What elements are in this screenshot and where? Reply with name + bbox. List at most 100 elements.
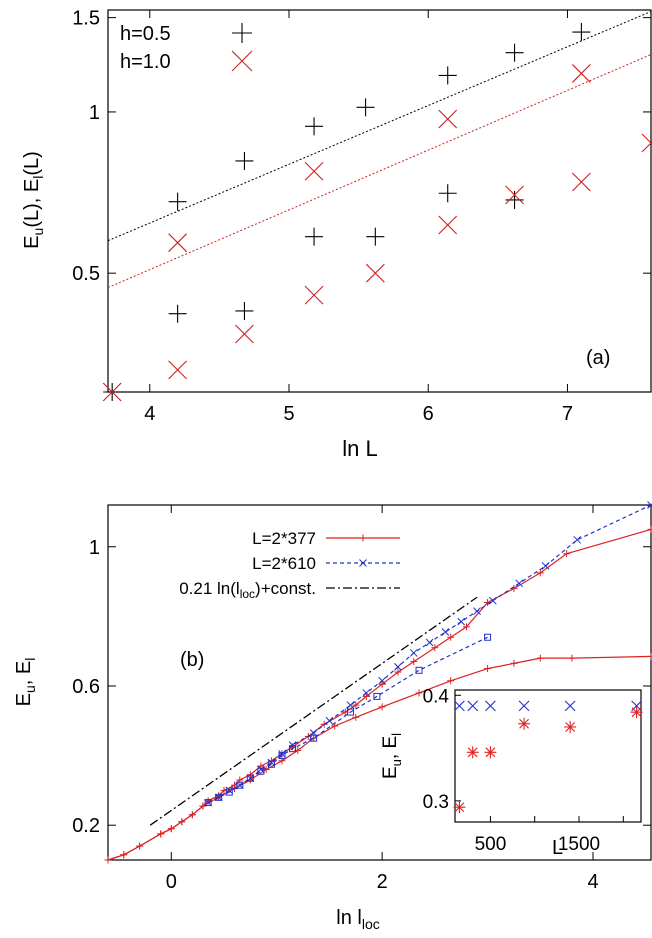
b-s1-lower-pt-12-box — [415, 666, 423, 674]
b-s1-upper-pt-6 — [267, 758, 276, 767]
b-s0-lower-pt-21 — [510, 659, 518, 667]
b-s0-lower-pt-14 — [310, 734, 318, 742]
a-s1-lower-pt-3 — [304, 285, 324, 305]
b-s1-upper-pt-1 — [214, 793, 223, 802]
panel-a-label: (a) — [586, 347, 610, 369]
b-s0-upper-pt-31 — [536, 569, 544, 577]
a-xtick-label-2: 6 — [423, 403, 434, 425]
a-legend-marker-0 — [232, 23, 252, 43]
b-s1-upper-pt-10-d2 — [325, 716, 334, 725]
xlabel-b-sub: loc — [362, 916, 380, 932]
b-ytick-label-1: 0.6 — [72, 676, 100, 698]
panel-a-points — [102, 23, 652, 402]
b-s1-lower-pt-10-box — [347, 708, 355, 716]
b-s1-lower-pt-9 — [310, 734, 318, 742]
a-s1-lower-pt-0 — [102, 382, 122, 402]
ylabel-b-part1: E — [13, 693, 35, 706]
ylabel-b-sub-u: u — [22, 685, 38, 693]
a-s0-upper-pt-3 — [356, 98, 375, 117]
a-s1-upper-pt-3 — [571, 64, 591, 83]
panel-a-ylabel: Eu(L), El(L) — [21, 151, 46, 249]
inset-ylabel: Eu, El — [380, 733, 404, 779]
inset-blue-pt-3 — [518, 700, 530, 712]
legend-b-fit: 0.21 ln(lloc)+const. — [179, 579, 316, 601]
b-s0-upper-pt-23 — [378, 680, 386, 688]
inset-ytick-label-0: 0.3 — [423, 792, 449, 813]
inset-xtick-label-1: 1500 — [558, 834, 600, 855]
b-s1-upper-pt-8-d2 — [288, 741, 297, 750]
b-s1-upper-pt-22 — [541, 562, 550, 570]
b-s1-lower-pt-4-box — [246, 774, 254, 782]
inset-red-pt-1-d2 — [467, 747, 478, 758]
panel-b-xlabel: ln lloc — [336, 907, 379, 932]
panel-b-reference-line — [149, 596, 478, 826]
b-s1-upper-pt-23 — [573, 535, 582, 544]
a-s1-lower-pt-5-d2 — [438, 215, 458, 235]
a-s1-upper-pt-2 — [438, 109, 458, 129]
a-s1-upper-pt-0 — [168, 233, 188, 253]
a-legend-marker-1 — [231, 50, 253, 72]
b-s0-lower-pt-18 — [415, 689, 423, 697]
ylabel-a-sub-u: u — [30, 228, 46, 236]
b-s1-upper-pt-0 — [204, 798, 213, 807]
inset-ylabel-sub-l: l — [389, 733, 404, 736]
b-s0-upper-pt-1 — [120, 851, 128, 859]
b-s0-upper-pt-28 — [462, 623, 470, 631]
b-s1-lower-pt-2-box — [225, 788, 233, 796]
panel-a: 4 5 6 7 0.5 1 1.5 (a) ln L Eu(L), El(L) h=0.5 … — [21, 8, 652, 461]
b-ytick-label-0: 0.2 — [72, 815, 100, 837]
b-s1-lower-pt-0-box — [204, 799, 212, 807]
inset-red-pt-2 — [484, 746, 497, 759]
b-s0-lower-pt-19 — [447, 677, 455, 685]
b-s0-upper-pt-3 — [157, 830, 165, 838]
a-s0-upper-pt-5 — [505, 43, 524, 62]
b-s0-lower-pt-20 — [484, 665, 492, 673]
b-s0-upper-pt-0 — [104, 856, 112, 864]
inset-blue-pt-2 — [485, 700, 496, 712]
b-s1-upper-pt-13 — [378, 676, 386, 685]
b-s1-upper-pt-7-d2 — [278, 749, 286, 758]
b-s1-upper-pt-18 — [457, 617, 466, 626]
inset-points — [453, 700, 643, 814]
b-s1-upper-pt-10 — [325, 716, 334, 725]
a-s1-upper-pt-1 — [304, 161, 324, 181]
a-xtick-label-0: 4 — [144, 403, 155, 425]
b-s1-upper-pt-16 — [425, 638, 434, 647]
inset-ylabel-part2: , E — [380, 736, 401, 759]
inset-red-pt-4-d2 — [565, 722, 576, 732]
inset-ylabel-part1: E — [380, 766, 401, 779]
a-s1-lower-pt-8 — [641, 133, 652, 153]
b-s1-lower-pt-10 — [347, 708, 355, 716]
panel-b-series — [104, 501, 652, 864]
a-s1-lower-pt-8-d2 — [641, 141, 652, 153]
b-s1-lower-pt-11-box — [373, 692, 381, 700]
legend-a-h05: h=0.5 — [120, 23, 171, 45]
inset-red-pt-1 — [466, 746, 479, 759]
b-s0-lower-pt-17 — [378, 703, 386, 711]
legend-b-610-sample — [326, 559, 400, 567]
b-s1-lower-pt-3 — [236, 781, 244, 789]
panel-a-ticks: 4 5 6 7 0.5 1 1.5 — [72, 8, 651, 425]
panel-a-fit-lines — [107, 11, 652, 289]
inset-red-pt-5 — [630, 706, 643, 719]
b-s1-upper-pt-20 — [488, 596, 497, 605]
b-s0-lower-pt-24 — [647, 652, 652, 660]
b-xtick-label-1: 2 — [377, 871, 388, 893]
a-s1-lower-pt-1 — [168, 360, 188, 380]
a-legend-marker-1-d2 — [231, 50, 253, 72]
b-s1-upper-pt-16-d2 — [425, 638, 434, 647]
b-s0-upper-pt-5 — [178, 818, 186, 826]
b-s1-upper-pt-15 — [409, 649, 418, 657]
panel-b-legend: L=2*377 L=2*610 0.21 ln(lloc)+const. — [179, 529, 400, 601]
b-s1-upper-pt-4-d2 — [246, 774, 255, 783]
inset-xtick-label-0: 500 — [475, 834, 507, 855]
b-s0-upper-pt-24 — [394, 668, 402, 676]
a-s0-lower-pt-4 — [366, 227, 385, 246]
b-legend-marker-1 — [359, 559, 367, 567]
b-s1-upper-pt-23-d2 — [573, 535, 582, 544]
ylabel-a-part3: (L) — [21, 151, 43, 175]
a-s0-upper-pt-0 — [168, 192, 187, 211]
b-s0-upper-pt-22 — [362, 692, 370, 700]
b-s1-upper-pt-1-d2 — [214, 793, 223, 802]
b-s1-upper-pt-6-d2 — [267, 758, 276, 767]
